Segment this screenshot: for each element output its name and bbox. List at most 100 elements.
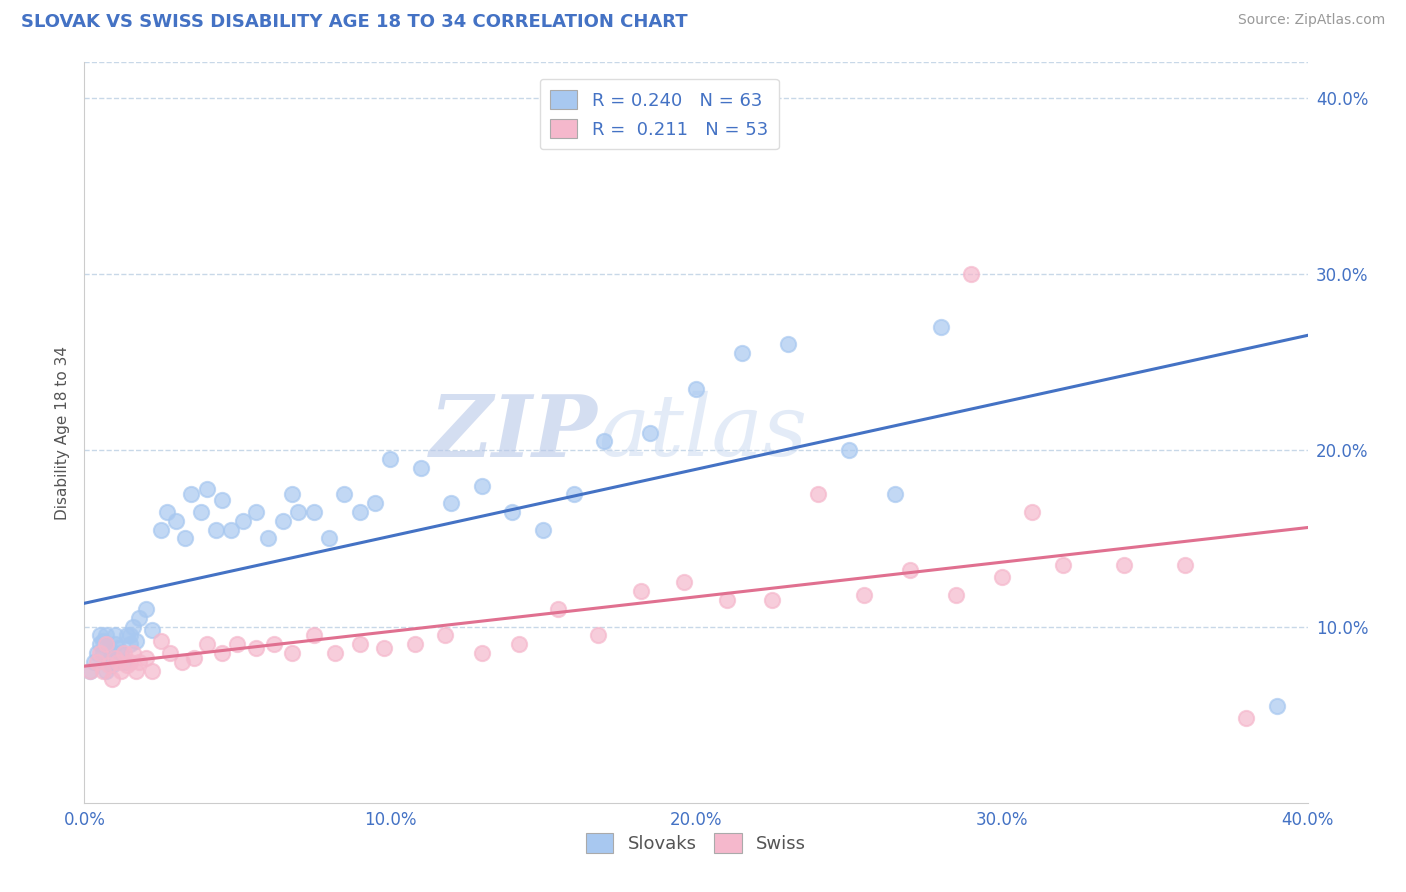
Point: [281, 646, 304, 660]
Y-axis label: Disability Age 18 to 34: Disability Age 18 to 34: [55, 345, 70, 520]
Point: [1052, 558, 1074, 572]
Point: [1174, 558, 1197, 572]
Point: [761, 593, 783, 607]
Point: [323, 646, 346, 660]
Point: [318, 532, 340, 546]
Point: [159, 646, 181, 660]
Point: [120, 637, 142, 651]
Point: [195, 482, 218, 496]
Point: [349, 505, 371, 519]
Point: [122, 619, 145, 633]
Point: [104, 651, 127, 665]
Point: [945, 588, 967, 602]
Point: [807, 487, 830, 501]
Point: [960, 267, 983, 281]
Point: [125, 633, 148, 648]
Text: SLOVAK VS SWISS DISABILITY AGE 18 TO 34 CORRELATION CHART: SLOVAK VS SWISS DISABILITY AGE 18 TO 34 …: [21, 13, 688, 31]
Point: [245, 505, 267, 519]
Point: [281, 487, 304, 501]
Point: [471, 646, 494, 660]
Point: [135, 602, 157, 616]
Point: [79, 664, 101, 678]
Point: [1236, 711, 1258, 725]
Point: [89, 637, 111, 651]
Point: [120, 655, 142, 669]
Point: [86, 646, 108, 660]
Text: ZIP: ZIP: [430, 391, 598, 475]
Point: [547, 602, 569, 616]
Point: [91, 646, 114, 660]
Point: [94, 628, 117, 642]
Point: [349, 637, 371, 651]
Point: [672, 575, 695, 590]
Point: [91, 664, 114, 678]
Point: [508, 637, 530, 651]
Point: [110, 664, 132, 678]
Point: [89, 646, 111, 660]
Point: [1114, 558, 1136, 572]
Point: [245, 640, 267, 655]
Point: [107, 655, 129, 669]
Point: [853, 588, 876, 602]
Point: [716, 593, 738, 607]
Point: [195, 637, 218, 651]
Point: [86, 655, 108, 669]
Point: [135, 651, 157, 665]
Point: [333, 487, 356, 501]
Point: [731, 346, 754, 360]
Point: [97, 640, 120, 655]
Point: [630, 584, 652, 599]
Point: [110, 646, 132, 660]
Point: [838, 443, 860, 458]
Point: [104, 628, 127, 642]
Point: [373, 640, 395, 655]
Point: [112, 646, 135, 660]
Point: [165, 514, 187, 528]
Point: [128, 610, 150, 624]
Point: [112, 655, 135, 669]
Point: [141, 623, 163, 637]
Point: [174, 532, 197, 546]
Point: [128, 655, 150, 669]
Point: [101, 673, 124, 687]
Point: [776, 337, 799, 351]
Point: [586, 628, 609, 642]
Point: [302, 505, 325, 519]
Point: [120, 628, 142, 642]
Point: [440, 496, 463, 510]
Point: [380, 452, 402, 467]
Point: [149, 633, 172, 648]
Point: [302, 628, 325, 642]
Point: [94, 664, 117, 678]
Point: [205, 523, 228, 537]
Point: [1021, 505, 1043, 519]
Point: [364, 496, 387, 510]
Point: [115, 628, 138, 642]
Point: [287, 505, 309, 519]
Text: Source: ZipAtlas.com: Source: ZipAtlas.com: [1237, 13, 1385, 28]
Point: [94, 637, 117, 651]
Point: [211, 492, 233, 507]
Point: [226, 637, 249, 651]
Point: [685, 382, 707, 396]
Point: [125, 664, 148, 678]
Point: [562, 487, 585, 501]
Point: [83, 655, 105, 669]
Point: [991, 570, 1014, 584]
Point: [263, 637, 285, 651]
Point: [89, 628, 111, 642]
Point: [91, 633, 114, 648]
Point: [257, 532, 280, 546]
Point: [1265, 698, 1288, 713]
Point: [101, 658, 124, 673]
Point: [156, 505, 179, 519]
Point: [190, 505, 212, 519]
Point: [219, 523, 242, 537]
Point: [107, 640, 129, 655]
Point: [79, 664, 101, 678]
Point: [101, 646, 124, 660]
Point: [211, 646, 233, 660]
Point: [898, 563, 921, 577]
Point: [97, 658, 120, 673]
Point: [404, 637, 426, 651]
